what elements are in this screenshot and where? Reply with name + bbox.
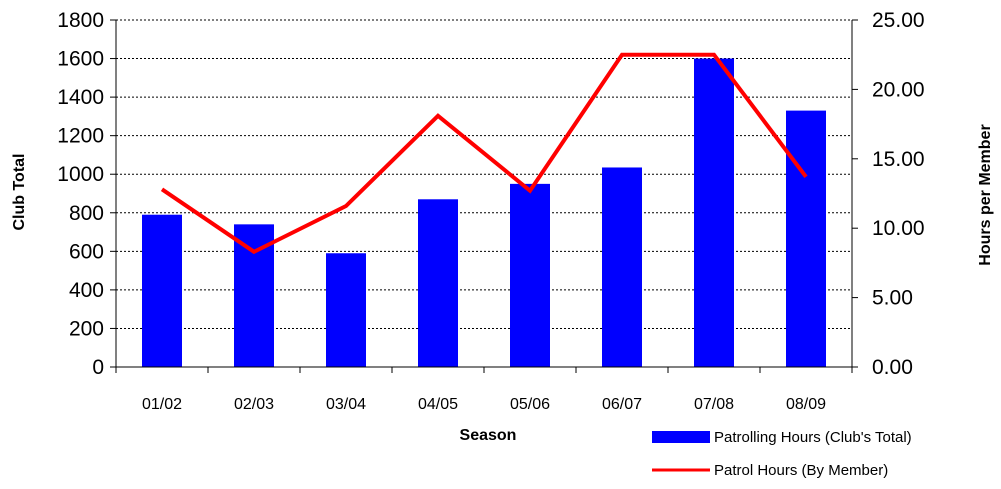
bar <box>234 224 274 367</box>
bar <box>142 214 182 367</box>
series-line <box>160 52 808 255</box>
legend-bar-label: Patrolling Hours (Club's Total) <box>714 429 912 446</box>
left-tick-label: 200 <box>69 317 104 340</box>
x-tick-label: 07/08 <box>694 396 734 413</box>
legend: Patrolling Hours (Club's Total) Patrol H… <box>652 429 912 479</box>
bar <box>510 183 550 367</box>
left-tick-label: 400 <box>69 279 104 302</box>
right-tick-label: 5.00 <box>872 287 913 310</box>
left-tick-label: 600 <box>69 240 104 263</box>
left-tick-label: 0 <box>92 356 104 379</box>
x-axis-title: Season <box>460 427 517 444</box>
x-tick-label: 08/09 <box>786 396 826 413</box>
x-tick-label: 05/06 <box>510 396 550 413</box>
bar <box>418 199 458 367</box>
right-tick-label: 0.00 <box>872 356 913 379</box>
bar <box>694 58 734 368</box>
right-tick-label: 10.00 <box>872 217 925 240</box>
left-tick-label: 1400 <box>57 86 104 109</box>
bar <box>786 110 826 367</box>
left-tick-label: 800 <box>69 202 104 225</box>
left-axis-ticks: 0 200 400 600 800 1000 1200 1400 1600 1800 <box>57 9 104 379</box>
x-tick-label: 03/04 <box>326 396 366 413</box>
left-tick-label: 1800 <box>57 9 104 32</box>
y-axis-title: Club Total <box>11 153 28 230</box>
left-tick-label: 1200 <box>57 125 104 148</box>
x-tick-label: 04/05 <box>418 396 458 413</box>
x-axis-ticks: 01/02 02/03 03/04 04/05 05/06 06/07 07/08 08/09 <box>142 396 826 413</box>
x-tick-label: 02/03 <box>234 396 274 413</box>
bar-series <box>142 58 826 368</box>
legend-line-label: Patrol Hours (By Member) <box>714 462 888 479</box>
right-tick-label: 25.00 <box>872 9 925 32</box>
right-axis-ticks: 0.00 5.00 10.00 15.00 20.00 25.00 <box>872 9 925 379</box>
left-tick-label: 1000 <box>57 163 104 186</box>
y2-axis-title: Hours per Member <box>977 124 994 265</box>
axes <box>110 19 858 373</box>
legend-bar-swatch <box>652 431 710 443</box>
x-tick-label: 06/07 <box>602 396 642 413</box>
line-series <box>160 52 808 255</box>
right-tick-label: 15.00 <box>872 148 925 171</box>
bar <box>602 167 642 367</box>
right-tick-label: 20.00 <box>872 78 925 101</box>
gridlines <box>116 19 852 329</box>
bar <box>326 253 366 367</box>
x-tick-label: 01/02 <box>142 396 182 413</box>
left-tick-label: 1600 <box>57 48 104 71</box>
